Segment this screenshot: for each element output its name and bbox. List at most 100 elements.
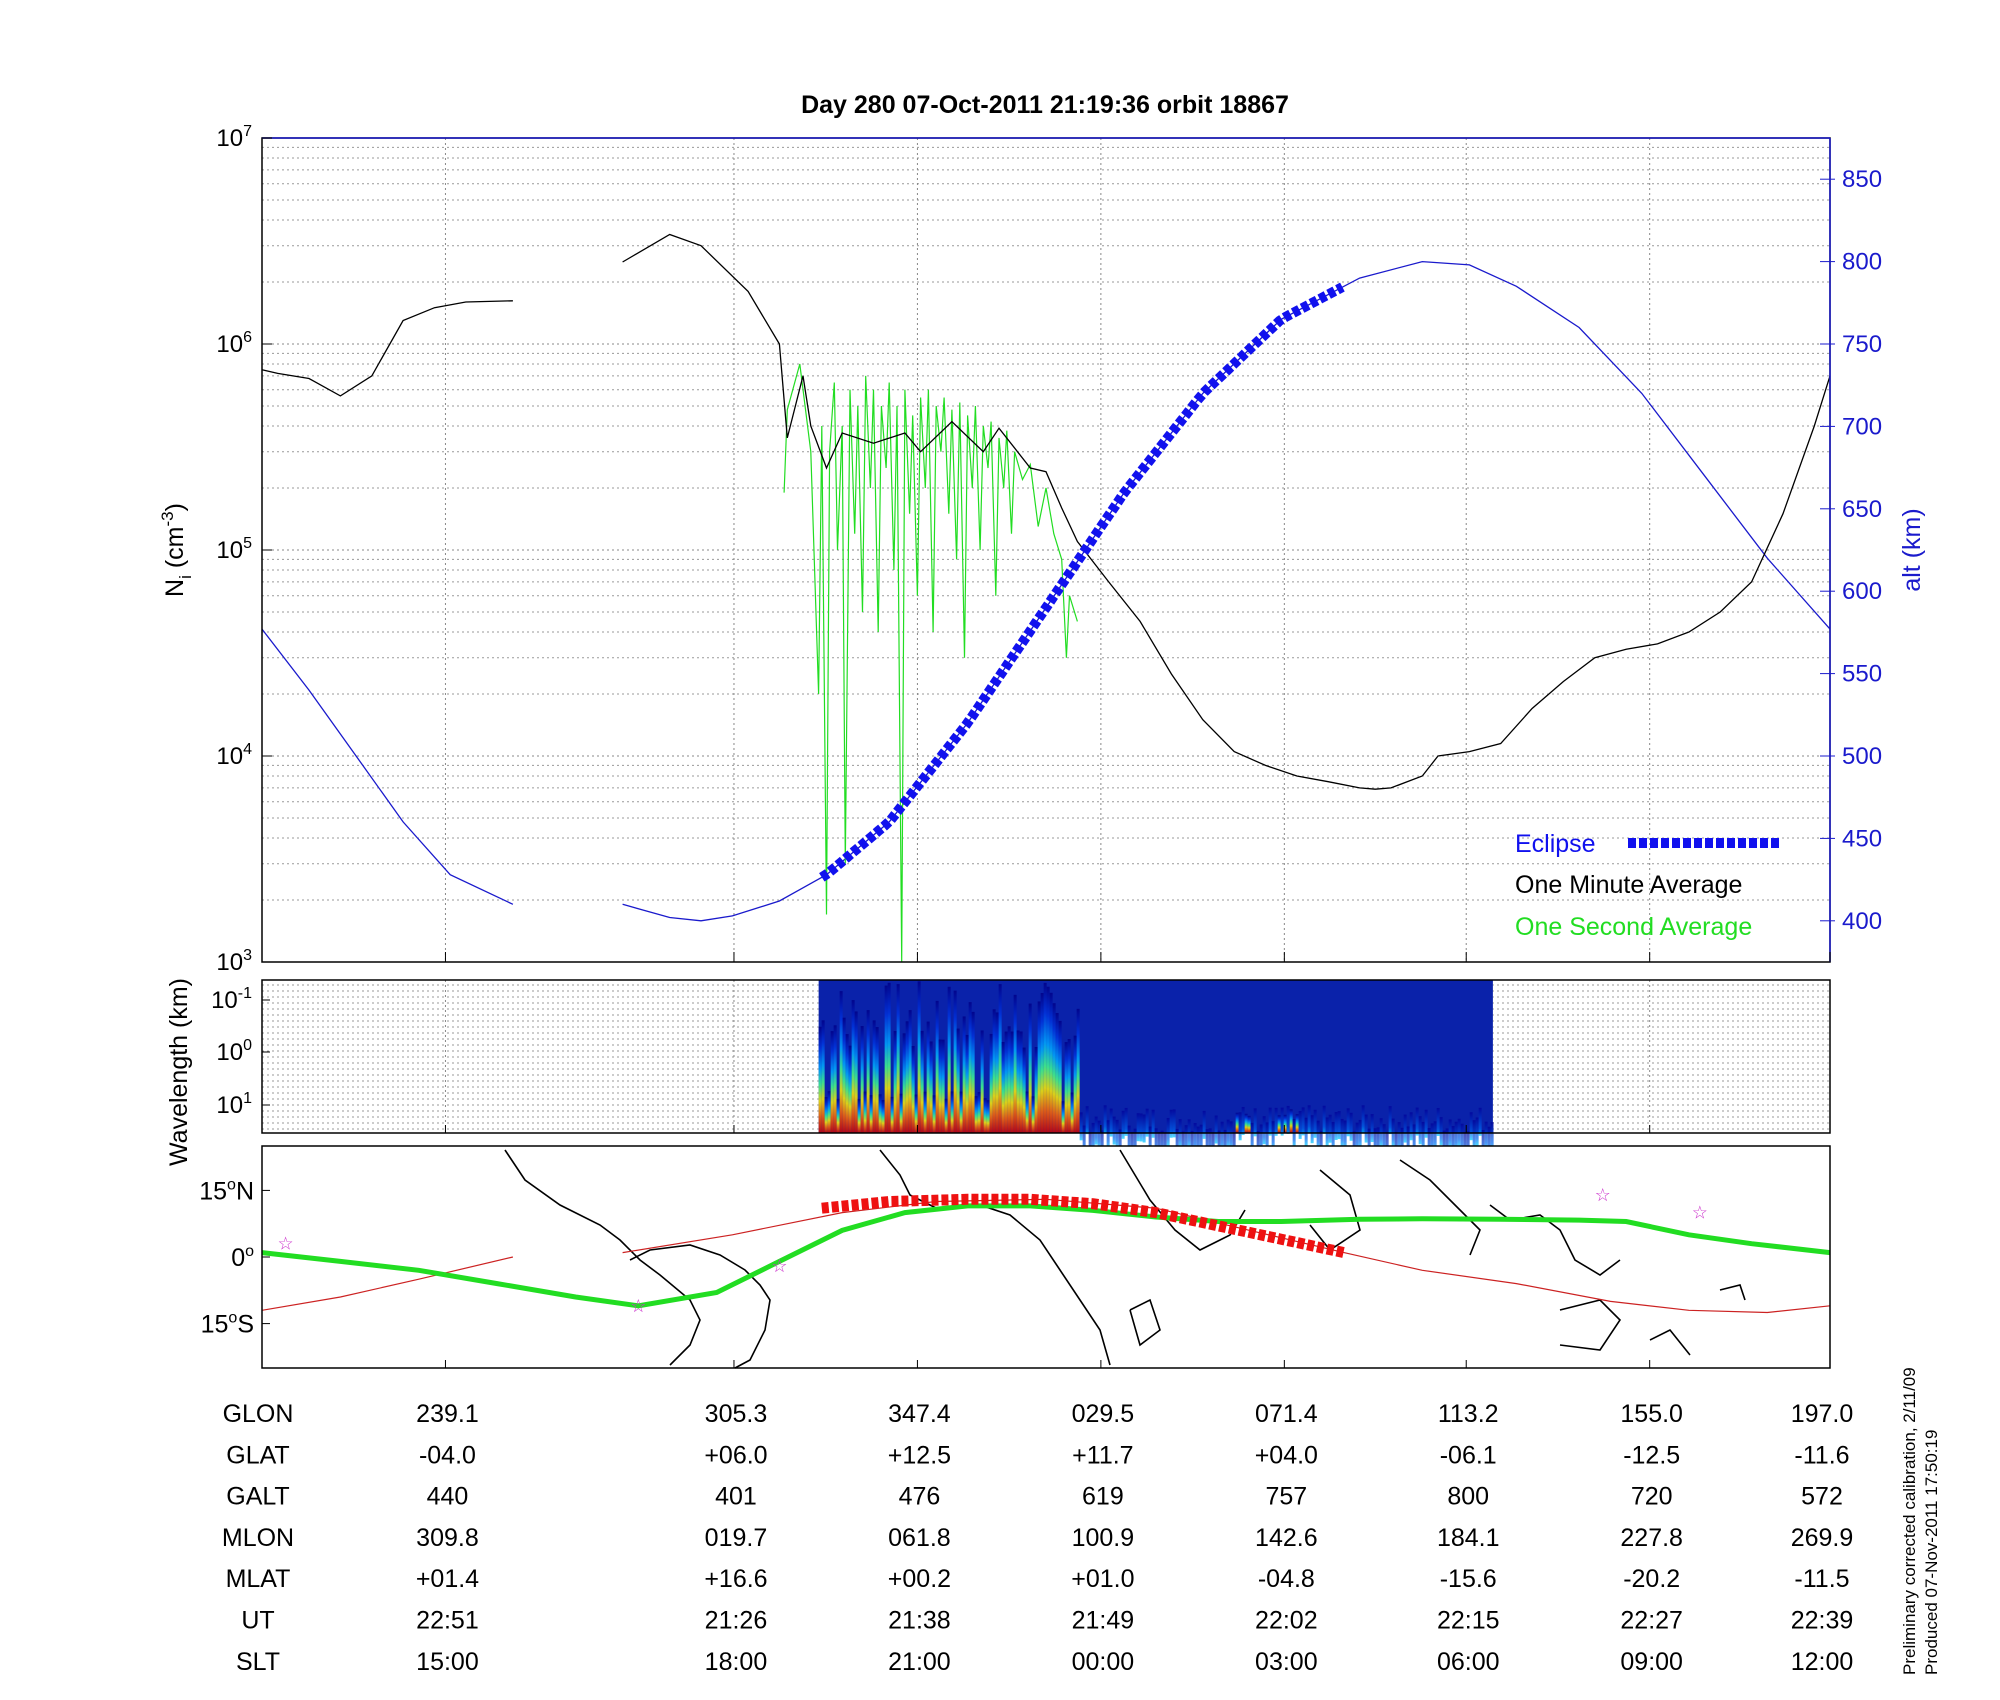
spectrogram-column [1250,1122,1254,1151]
spectrogram-column [1067,1038,1071,1133]
spectrogram-column [1382,1124,1386,1153]
spectrogram-column [884,985,888,1133]
spectrogram-column [872,1020,876,1133]
spectrogram-column [1403,1114,1407,1143]
spectrogram-column [926,1021,930,1133]
spectrogram-column [1016,1030,1020,1133]
table-cell: -20.2 [1623,1565,1680,1593]
spectrogram-column [1451,1125,1455,1154]
spectrogram-column [1400,1127,1404,1156]
spectrogram-column [1205,1129,1209,1158]
table-cell: 061.8 [888,1524,951,1552]
spectrogram-column [1469,1112,1473,1141]
spectrogram-column [1151,1109,1155,1138]
spectrogram-column [1214,1115,1218,1144]
spectrogram-column [1061,1101,1065,1133]
table-cell: 757 [1265,1483,1307,1511]
spectrogram-column [818,1026,822,1133]
spectrogram-column [1082,1125,1086,1154]
spectrogram-column [1172,1109,1176,1138]
eclipse-track-line [821,1193,1346,1258]
table-cell: -15.6 [1440,1565,1497,1593]
spectrogram-column [1346,1108,1350,1137]
spectrogram-column [1196,1126,1200,1155]
table-cell: 720 [1631,1483,1673,1511]
altitude-line [622,260,1831,922]
one-minute-average-line [261,300,513,397]
spectrogram-column [1361,1105,1365,1134]
spectrogram-column [1283,1114,1287,1133]
table-cell: 22:15 [1437,1607,1500,1635]
density-panel: 103 104 105 106 107 400 450 500 550 600 650 700 750 8… [158,123,1926,976]
table-cell: 347.4 [888,1400,951,1428]
coastline [879,1149,1111,1366]
spectrogram-column [1415,1107,1419,1136]
spectrogram-column [1028,1003,1032,1133]
map-panel: ☆ ☆ ☆ ☆ ☆ 15oN 0o 15oS [199,1145,1831,1369]
density-ytick-label: 107 [216,123,252,152]
altitude-ytick-label: 450 [1842,825,1882,852]
spectrogram-column [938,1039,942,1133]
spectrogram-column [1124,1107,1128,1136]
spectrogram-column [956,1028,960,1133]
spectrogram-column [1208,1128,1212,1157]
density-ytick-label: 104 [216,741,252,770]
coastline [1119,1149,1246,1251]
table-cell: +01.0 [1071,1565,1134,1593]
legend-one-second-label: One Second Average [1515,913,1752,941]
spectrogram-column [1118,1129,1122,1158]
spectrogram-column [1241,1106,1245,1135]
spectrogram-column [995,1012,999,1133]
spectrogram-column [986,1100,990,1133]
table-cell: 22:02 [1255,1607,1318,1635]
spectrogram-column [1256,1131,1260,1160]
table-cell: 184.1 [1437,1524,1500,1552]
table-cell: 029.5 [1072,1400,1135,1428]
table-cell: 21:26 [705,1607,768,1635]
table-cell: 269.9 [1791,1524,1854,1552]
spectrogram-column [1322,1105,1326,1134]
spectrogram-column [1487,1126,1491,1155]
spectrogram-column [935,1000,939,1133]
spectrogram-column [1244,1113,1248,1133]
spectrogram-column [1046,986,1050,1133]
altitude-ytick-label: 750 [1842,331,1882,358]
spectrogram-column [1262,1116,1266,1145]
coastline [1399,1159,1481,1256]
spectrogram-column [941,1039,945,1133]
spectrogram-column [1064,1042,1068,1133]
table-cell: 019.7 [705,1524,768,1552]
altitude-ytick-label: 400 [1842,908,1882,935]
magnetic-star-marker: ☆ [771,1256,787,1276]
spectrogram-column [1223,1129,1227,1158]
table-cell: +04.0 [1255,1441,1318,1469]
coastline [1649,1328,1691,1356]
spectrogram-column [944,1098,948,1133]
spectrogram-column [866,1010,870,1133]
spectrogram-column [1268,1107,1272,1136]
spectrogram-column [1049,992,1053,1133]
spectrogram-column [1304,1117,1308,1146]
spectrogram-frame [261,979,1831,1134]
table-cell: 401 [715,1483,757,1511]
spectrogram-column [1298,1110,1302,1139]
altitude-ytick-label: 850 [1842,166,1882,193]
spectrogram-column [1301,1107,1305,1136]
coastline [1559,1299,1622,1351]
spectrogram-column [1253,1108,1257,1137]
table-cell: 142.6 [1255,1524,1318,1552]
table-row-label: GLAT [226,1441,289,1469]
spectrogram-column [1007,1026,1011,1133]
table-cell: 21:49 [1072,1607,1135,1635]
table-cell: 00:00 [1072,1648,1135,1676]
spectrogram-column [1004,1031,1008,1133]
spectrogram-column [992,1009,996,1133]
one-second-average-line [783,363,1078,963]
spectrogram-column [1160,1130,1164,1159]
spectrogram-column [839,991,843,1133]
table-row-label: GLON [223,1400,294,1428]
spectrogram-column [1418,1116,1422,1145]
spectrogram-column [998,984,1002,1133]
spectrogram-column [1121,1110,1125,1139]
